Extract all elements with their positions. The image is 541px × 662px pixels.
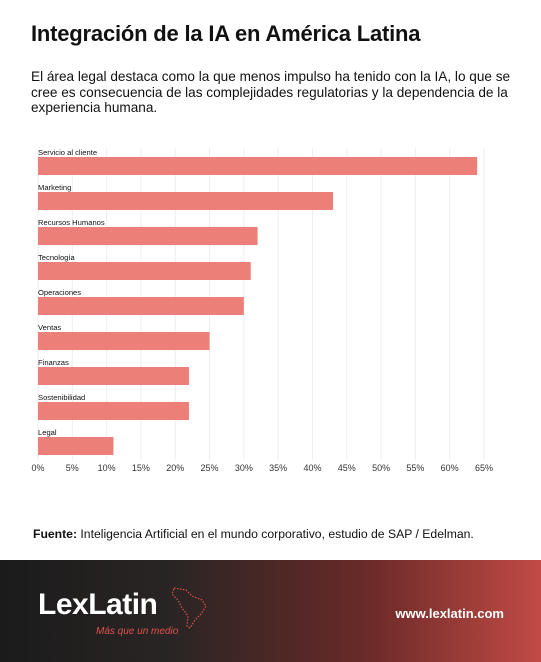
footer: LexLatin Más que un medio www.lexlatin.c… xyxy=(0,560,541,662)
x-tick-label: 55% xyxy=(406,463,424,473)
source-note: Fuente: Inteligencia Artificial en el mu… xyxy=(33,527,474,541)
bar xyxy=(38,297,244,315)
lexlatin-logo[interactable]: LexLatin Más que un medio xyxy=(38,587,207,637)
chart-subtitle: El área legal destaca como la que menos … xyxy=(31,69,511,115)
x-tick-label: 35% xyxy=(269,463,287,473)
x-tick-label: 0% xyxy=(31,463,44,473)
x-tick-label: 45% xyxy=(338,463,356,473)
category-labels: Servicio al cliente Marketing Recursos Hum… xyxy=(38,148,105,437)
bar xyxy=(38,227,258,245)
bar xyxy=(38,402,189,420)
x-tick-label: 50% xyxy=(372,463,390,473)
latin-america-map-icon xyxy=(171,587,207,629)
bar xyxy=(38,262,251,280)
logo-tagline: Más que un medio xyxy=(96,626,179,637)
category-label: Ventas xyxy=(38,323,61,332)
category-label: Tecnología xyxy=(38,253,76,262)
category-label: Finanzas xyxy=(38,358,69,367)
x-tick-label: 40% xyxy=(303,463,321,473)
bar-chart: Servicio al cliente Marketing Recursos Hum… xyxy=(31,148,493,473)
category-label: Marketing xyxy=(38,183,71,192)
bar xyxy=(38,157,478,175)
bars xyxy=(38,157,478,455)
x-tick-label: 15% xyxy=(132,463,150,473)
x-axis-ticks: 0% 5% 10% 15% 20% 25% 30% 35% 40% 45% 50% 55% 60% 65% xyxy=(31,463,493,473)
category-label: Operaciones xyxy=(38,288,81,297)
source-text: Inteligencia Artificial en el mundo corp… xyxy=(77,527,474,541)
x-tick-label: 10% xyxy=(98,463,116,473)
category-label: Sostenibilidad xyxy=(38,393,85,402)
chart-title: Integración de la IA en América Latina xyxy=(31,21,421,46)
x-tick-label: 25% xyxy=(201,463,219,473)
bar xyxy=(38,332,210,350)
x-tick-label: 60% xyxy=(441,463,459,473)
x-tick-label: 5% xyxy=(66,463,79,473)
x-tick-label: 20% xyxy=(166,463,184,473)
bar xyxy=(38,437,114,455)
bar xyxy=(38,192,334,210)
category-label: Servicio al cliente xyxy=(38,148,97,157)
logo-wordmark: LexLatin xyxy=(38,588,158,621)
source-label: Fuente: xyxy=(33,527,78,541)
x-tick-label: 30% xyxy=(235,463,253,473)
bar xyxy=(38,367,189,385)
x-tick-label: 65% xyxy=(475,463,493,473)
category-label: Recursos Humanos xyxy=(38,218,105,227)
category-label: Legal xyxy=(38,428,57,437)
website-link[interactable]: www.lexlatin.com xyxy=(395,606,504,621)
